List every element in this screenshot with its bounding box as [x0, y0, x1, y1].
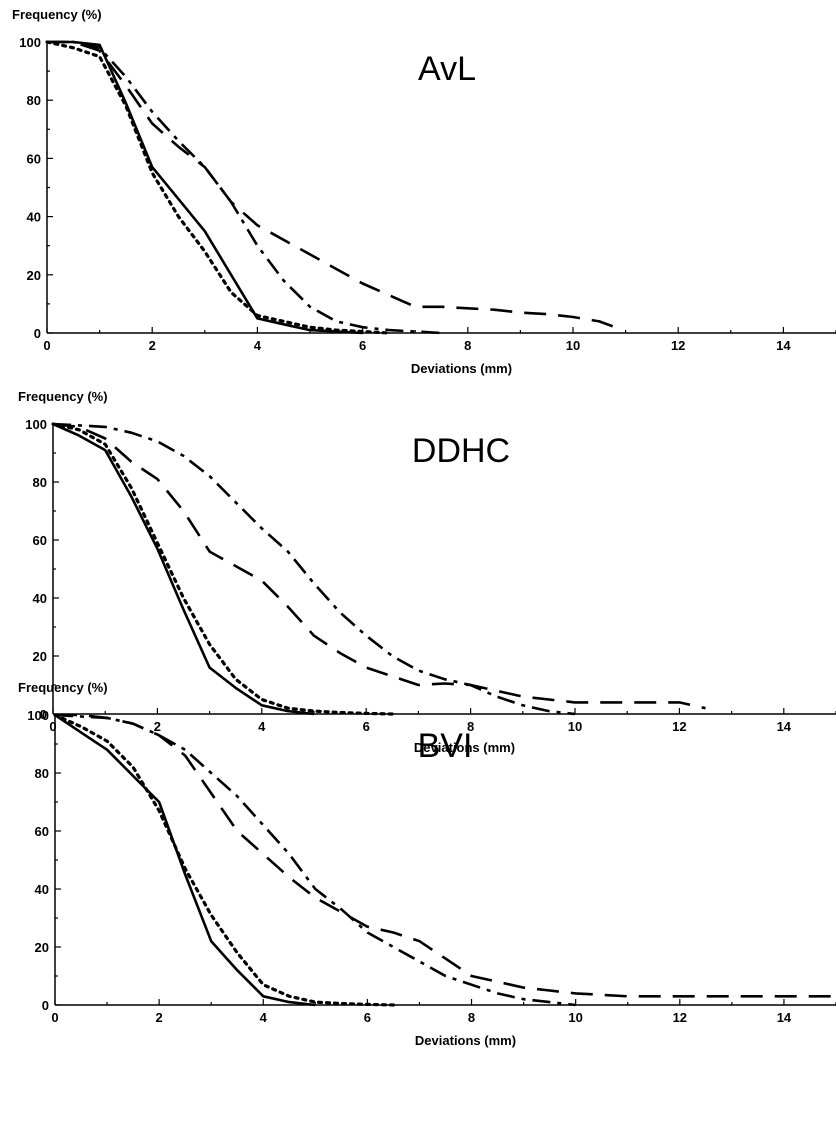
x-tick-label: 4: [254, 338, 262, 353]
series-line-solid: [47, 40, 363, 335]
y-tick-label: 60: [35, 824, 49, 839]
series-line-dash-dot: [47, 40, 442, 335]
chart-panel-1: 0 20 40 60 80 100 0 2 4 6 8 10 12 14 Frequency (%) Devi…: [12, 7, 836, 376]
x-tick-label: 12: [672, 719, 686, 734]
x-tick-label: 0: [49, 719, 56, 734]
y-tick-label: 20: [27, 268, 41, 283]
x-tick-label: 2: [154, 719, 161, 734]
y-tick-label: 0: [40, 707, 47, 722]
x-tick-label: 4: [258, 719, 266, 734]
x-axis-label: Deviations (mm): [414, 740, 515, 755]
x-tick-label: 12: [671, 338, 685, 353]
x-tick-label: 8: [468, 1010, 475, 1025]
series-line-solid: [54, 713, 316, 1007]
y-tick-label: 40: [33, 591, 47, 606]
chart-title: AvL: [418, 50, 476, 88]
x-axis-label: Deviations (mm): [415, 1033, 516, 1048]
x-tick-label: 8: [464, 338, 471, 353]
x-tick-label: 6: [364, 1010, 371, 1025]
x-tick-label: 8: [467, 719, 474, 734]
y-axis-label: Frequency (%): [12, 7, 102, 22]
x-tick-label: 0: [51, 1010, 58, 1025]
y-tick-label: 40: [35, 882, 49, 897]
x-tick-label: 2: [156, 1010, 163, 1025]
series-line-dashed: [47, 40, 616, 329]
y-axis-label: Frequency (%): [18, 680, 108, 695]
x-tick-label: 10: [566, 338, 580, 353]
y-tick-label: 0: [42, 998, 49, 1013]
y-tick-label: 100: [25, 417, 47, 432]
series-line-dotted: [53, 713, 395, 1007]
x-tick-label: 14: [776, 338, 791, 353]
series-line-solid: [52, 422, 315, 716]
y-tick-label: 60: [33, 533, 47, 548]
x-tick-label: 4: [260, 1010, 268, 1025]
x-tick-label: 14: [777, 719, 792, 734]
y-tick-label: 100: [19, 35, 41, 50]
series-line-dash-dot: [52, 422, 576, 716]
x-tick-label: 14: [777, 1010, 792, 1025]
x-tick-label: 6: [363, 719, 370, 734]
chart-title: BVI: [418, 727, 473, 765]
y-tick-label: 60: [27, 151, 41, 166]
chart-title: DDHC: [412, 432, 510, 470]
series-line-dotted: [51, 422, 394, 716]
y-tick-label: 80: [33, 475, 47, 490]
x-tick-label: 10: [568, 719, 582, 734]
x-tick-label: 12: [673, 1010, 687, 1025]
x-tick-label: 10: [568, 1010, 582, 1025]
x-tick-label: 0: [43, 338, 50, 353]
series-line-dotted: [45, 40, 391, 335]
y-tick-label: 20: [33, 649, 47, 664]
series-line-dashed: [52, 422, 706, 710]
y-tick-label: 80: [27, 93, 41, 108]
y-tick-label: 0: [34, 326, 41, 341]
y-axis-label: Frequency (%): [18, 389, 108, 404]
x-tick-label: 6: [359, 338, 366, 353]
series-line-dash-dot: [54, 713, 576, 1007]
x-axis-label: Deviations (mm): [411, 361, 512, 376]
y-tick-label: 20: [35, 940, 49, 955]
x-tick-label: 2: [149, 338, 156, 353]
y-tick-label: 80: [35, 766, 49, 781]
y-tick-label: 100: [27, 708, 49, 723]
y-tick-label: 40: [27, 210, 41, 225]
